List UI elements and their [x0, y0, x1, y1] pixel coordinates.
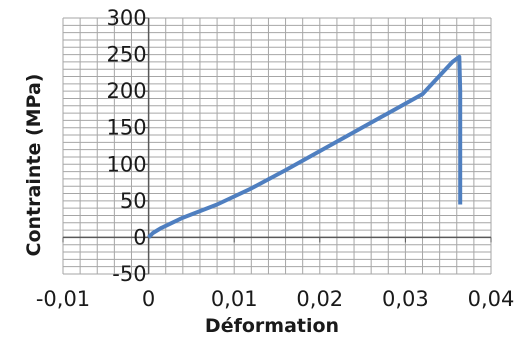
stress-strain-line — [147, 54, 463, 239]
x-tick-label: 0,03 — [382, 287, 429, 311]
axes — [62, 17, 492, 275]
y-tick-label: 250 — [107, 43, 147, 67]
y-tick-label: 300 — [107, 6, 147, 30]
x-tick-label: 0 — [142, 287, 155, 311]
y-tick-label: 150 — [107, 116, 147, 140]
y-tick-label: 50 — [120, 189, 147, 213]
x-axis-title: Déformation — [205, 315, 339, 337]
x-tick-label: 0,04 — [468, 287, 515, 311]
x-tick-label: -0,01 — [36, 287, 90, 311]
y-tick-label: -50 — [112, 262, 146, 286]
y-tick-label: 200 — [107, 79, 147, 103]
y-tick-label: 100 — [107, 152, 147, 176]
series-layer — [147, 54, 463, 239]
x-tick-label: 0,02 — [296, 287, 343, 311]
x-tick-label: 0,01 — [211, 287, 258, 311]
y-tick-label: 0 — [133, 225, 146, 249]
y-axis-title: Contrainte (MPa) — [23, 74, 45, 257]
tick-labels: -0,01 0 0,01 0,02 0,03 0,04-50050100150200250… — [36, 6, 515, 311]
